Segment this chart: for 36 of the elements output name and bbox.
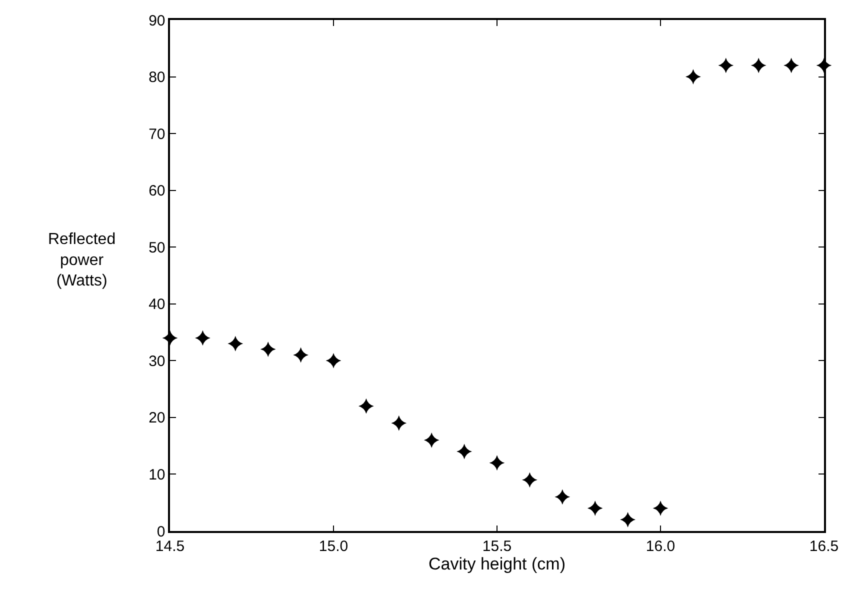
point — [522, 472, 538, 488]
y-tick-label: 60 — [148, 182, 166, 200]
y-tick-label: 80 — [148, 69, 166, 86]
y-tick-label: 30 — [148, 352, 166, 370]
y-tick-label: 50 — [148, 239, 166, 256]
y-tick-label: 70 — [148, 126, 166, 143]
point — [718, 58, 734, 74]
y-tick-label: 90 — [148, 12, 166, 30]
x-tick-label: 15.0 — [318, 538, 348, 555]
x-tick-label: 14.5 — [155, 538, 185, 555]
point — [750, 58, 766, 74]
point — [620, 512, 636, 528]
y-axis-title: Reflected power (Watts) — [48, 231, 116, 290]
x-axis-title: Cavity height (cm) — [428, 554, 566, 574]
point — [326, 352, 342, 368]
point — [554, 489, 570, 505]
point — [228, 336, 244, 352]
point — [652, 500, 668, 516]
point — [293, 347, 308, 363]
point — [358, 398, 374, 414]
point — [391, 415, 407, 431]
y-tick-label: 0 — [156, 523, 166, 540]
point — [587, 500, 603, 516]
y-tick-label: 20 — [148, 410, 166, 427]
point — [424, 432, 440, 448]
point — [260, 342, 276, 358]
x-tick-label: 16.5 — [809, 538, 839, 555]
x-tick-label: 15.5 — [482, 538, 512, 555]
x-tick-label: 16.0 — [646, 538, 676, 555]
point — [686, 69, 701, 84]
y-tick-label: 10 — [148, 466, 166, 484]
point — [784, 58, 799, 74]
point — [195, 330, 210, 346]
point — [489, 455, 505, 471]
point — [456, 444, 472, 460]
y-tick-label: 40 — [148, 296, 166, 314]
